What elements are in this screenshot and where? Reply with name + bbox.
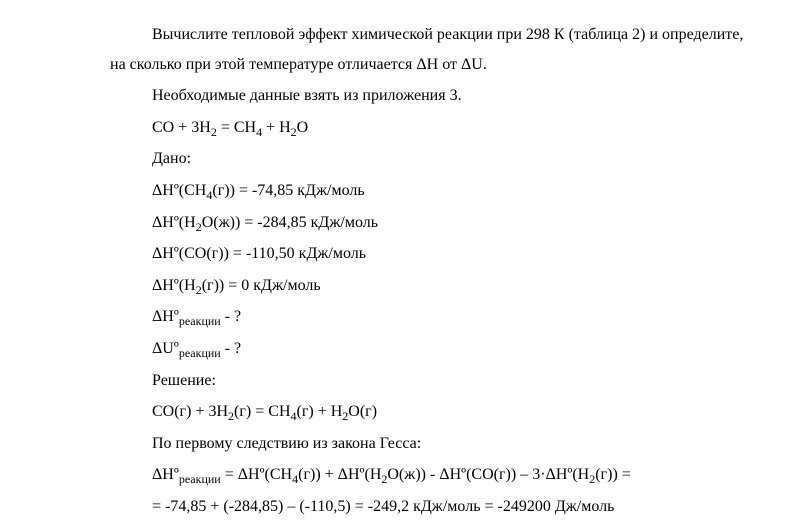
reaction-equation: CO + 3H2 = CH4 + H2O bbox=[110, 113, 750, 143]
solution-label: Решение: bbox=[110, 366, 750, 396]
unknown-1: ΔHºреакции - ? bbox=[110, 302, 750, 332]
given-line-2: ΔHº(H2O(ж)) = -284,85 кДж/моль bbox=[110, 208, 750, 238]
given-label: Дано: bbox=[110, 144, 750, 174]
unknown-2: ΔUºреакции - ? bbox=[110, 334, 750, 364]
given-line-4: ΔHº(H2(г)) = 0 кДж/моль bbox=[110, 271, 750, 301]
data-source-note: Необходимые данные взять из приложения 3… bbox=[110, 81, 750, 111]
problem-statement: Вычислите тепловой эффект химической реа… bbox=[110, 20, 750, 79]
reaction-equation-states: CO(г) + 3H2(г) = CH4(г) + H2O(г) bbox=[110, 397, 750, 427]
hess-law-note: По первому следствию из закона Гесса: bbox=[110, 429, 750, 459]
given-line-3: ΔHº(CO(г)) = -110,50 кДж/моль bbox=[110, 239, 750, 269]
given-line-1: ΔHº(CH4(г)) = -74,85 кДж/моль bbox=[110, 176, 750, 206]
calculation-line-2: = -74,85 + (-284,85) – (-110,5) = -249,2… bbox=[110, 492, 750, 522]
calculation-line-1: ΔHºреакции = ΔHº(CH4(г)) + ΔHº(H2O(ж)) -… bbox=[110, 460, 750, 490]
